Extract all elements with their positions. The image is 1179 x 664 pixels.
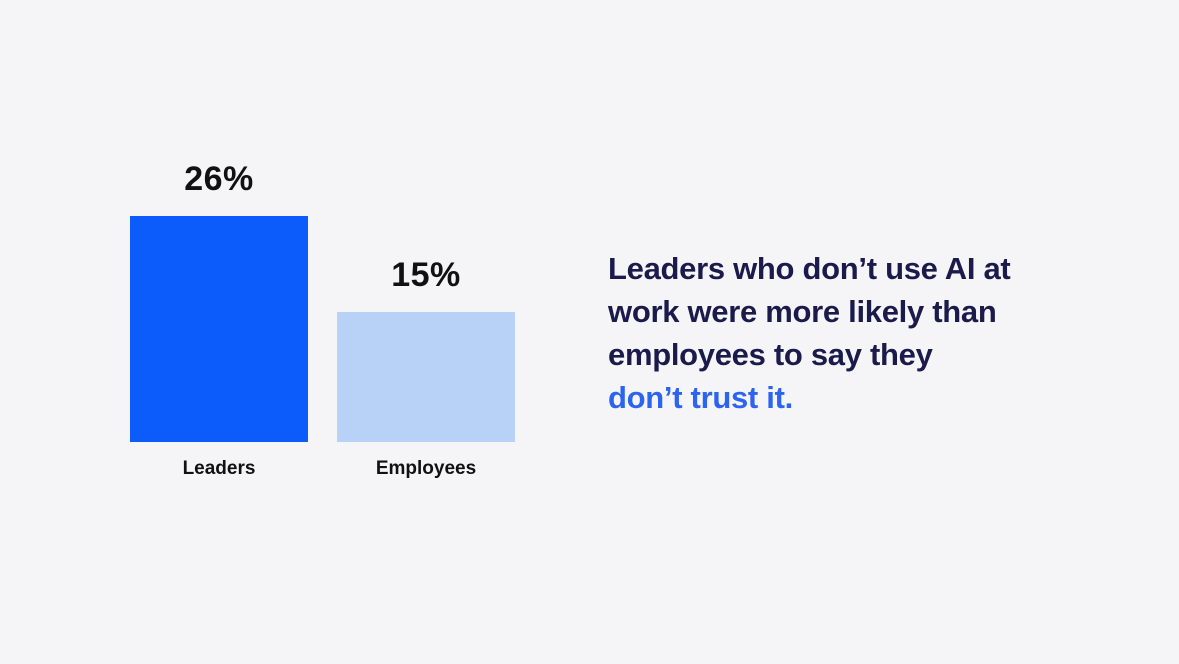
bar-group-leaders: 26% Leaders <box>130 159 308 482</box>
bar-chart: 26% Leaders 15% Employees <box>130 159 515 482</box>
bar-leaders <box>130 216 308 442</box>
bar-value-label-employees: 15% <box>391 256 461 294</box>
bar-employees <box>337 312 515 442</box>
bar-category-label-employees: Employees <box>375 458 477 479</box>
caption: Leaders who don’t use AI at work were mo… <box>608 247 1011 419</box>
caption-highlight: don’t trust it. <box>608 380 793 415</box>
caption-line-3: employees to say they <box>608 337 933 372</box>
bar-value-label-leaders: 26% <box>184 160 254 198</box>
caption-line-1: Leaders who don’t use AI at <box>608 251 1011 286</box>
caption-line-2: work were more likely than <box>608 294 997 329</box>
bar-group-employees: 15% Employees <box>337 255 515 482</box>
bar-category-label-leaders: Leaders <box>182 458 256 479</box>
